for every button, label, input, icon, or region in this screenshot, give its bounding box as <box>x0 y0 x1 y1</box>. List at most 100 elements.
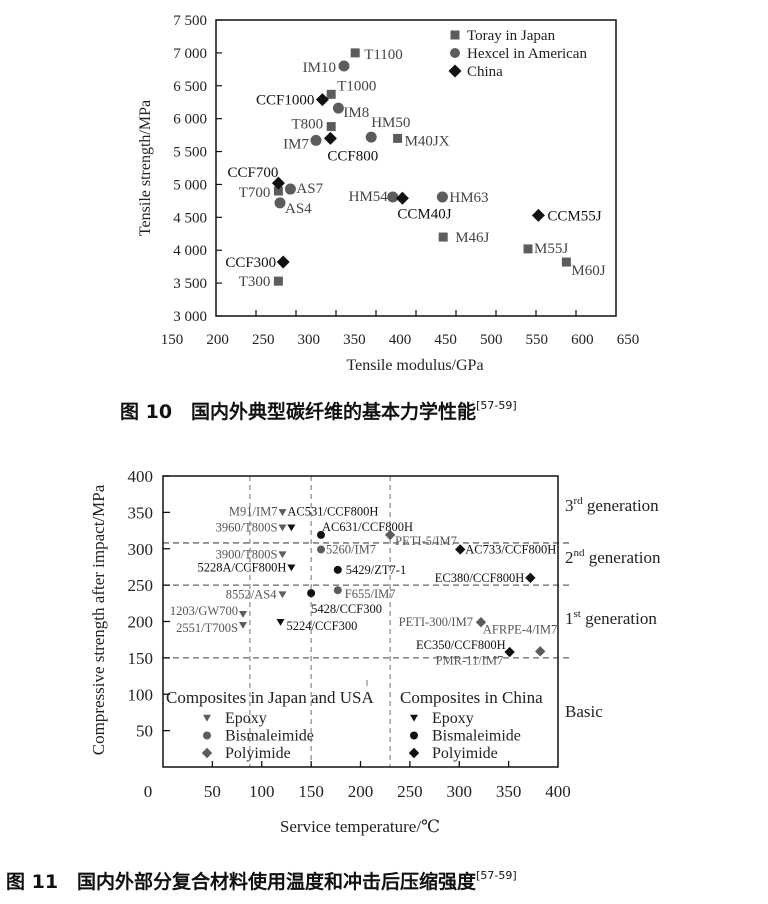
data-label: PETI-300/IM7 <box>399 615 473 629</box>
data-point-triangle-down <box>238 611 247 618</box>
data-point-square <box>273 186 283 196</box>
data-point-circle <box>333 565 342 574</box>
data-point-circle <box>317 545 325 554</box>
data-point-circle <box>274 197 286 209</box>
y-tick-label: 150 <box>128 649 154 668</box>
y-tick-label: 4 500 <box>173 210 207 226</box>
y-tick-label: 100 <box>128 685 154 704</box>
x-tick-label: 500 <box>480 332 503 348</box>
data-label: 3960/T800S <box>216 521 278 535</box>
y-tick-label: 50 <box>136 722 153 741</box>
legend-label: Bismaleimide <box>225 728 314 745</box>
data-label: T1100 <box>364 47 403 63</box>
y-tick-label: 5 000 <box>173 177 207 193</box>
data-point-square <box>523 244 533 254</box>
data-point-circle <box>436 191 448 203</box>
x-tick-label: 150 <box>298 782 324 801</box>
x-tick-label: 650 <box>617 332 640 348</box>
y-tick-label: 3 500 <box>173 276 207 292</box>
data-point-square <box>350 48 360 58</box>
data-label: PMR-11/IM7 <box>436 653 504 667</box>
legend-marker-diamond <box>448 64 462 78</box>
legend-marker-triangle-down <box>410 714 418 722</box>
x-tick-label: 150 <box>161 332 184 348</box>
data-point-square <box>561 257 571 267</box>
y-tick-label: 400 <box>128 467 154 486</box>
y-tick-label: 200 <box>128 613 154 632</box>
data-point-diamond <box>315 93 329 107</box>
y-tick-label: 350 <box>128 503 154 522</box>
data-point-circle <box>310 134 322 146</box>
x-tick-label: 300 <box>447 782 473 801</box>
x-tick-label: 0 <box>144 782 153 801</box>
data-label: T700 <box>239 185 271 201</box>
data-point-diamond <box>531 208 545 222</box>
y-tick-label: 4 000 <box>173 243 207 259</box>
data-label: HM50 <box>371 115 410 131</box>
y-axis-label: Tensile strength/MPa <box>137 100 154 236</box>
x-axis-label: Tensile modulus/GPa <box>346 357 483 374</box>
data-point-diamond <box>455 544 466 555</box>
y-tick-label: 7 500 <box>173 13 207 29</box>
data-point-triangle-down <box>238 621 247 629</box>
legend-label: Polyimide <box>225 745 291 762</box>
data-label: M55J <box>534 241 568 257</box>
chart-composite-temperature-cai: 50 100 150 200 250 300 350 400 0 50 100 150 200 250 30… <box>89 467 661 836</box>
data-label: EC350/CCF800H <box>416 638 506 652</box>
data-point-triangle-down <box>278 509 287 516</box>
legend-marker-circle <box>410 731 418 740</box>
x-tick-label: 400 <box>389 332 412 348</box>
data-point-diamond <box>535 646 546 657</box>
x-axis-label: Service temperature/℃ <box>280 817 440 836</box>
data-label: F655/IM7 <box>345 587 396 601</box>
x-tick-label: 350 <box>343 332 366 348</box>
data-point-circle <box>284 183 296 195</box>
y-axis-label: Compressive strength after impact/MPa <box>89 484 108 755</box>
data-point-diamond <box>504 646 515 658</box>
x-tick-label: 400 <box>545 782 571 801</box>
data-point-square <box>273 276 283 286</box>
figure-11-caption: 图 11 国内外部分复合材料使用温度和冲击后压缩强度[57-59] <box>6 869 517 893</box>
y-tick-label: 7 000 <box>173 46 207 62</box>
data-point-triangle-down <box>287 564 296 572</box>
legend-marker-diamond <box>201 747 213 759</box>
data-point-square <box>393 133 403 143</box>
data-label: M40JX <box>405 133 450 149</box>
legend-label: Toray in Japan <box>467 28 556 44</box>
data-label: 5228A/CCF800H <box>197 561 286 575</box>
data-label: PETI-5/IM7 <box>395 534 457 548</box>
data-point-triangle-down <box>278 551 287 559</box>
data-label: 2551/T700S <box>176 621 238 635</box>
data-point-square <box>438 232 448 242</box>
legend-label: Hexcel in American <box>467 46 587 62</box>
data-point-diamond <box>395 191 409 205</box>
legend-marker-square <box>450 30 460 40</box>
data-label: CCM40J <box>397 206 451 222</box>
chart-tensile-properties: 3 000 3 500 4 000 4 500 5 000 5 500 6 000 6 500… <box>137 13 639 374</box>
data-label: EC380/CCF800H <box>435 571 525 585</box>
data-label: AFRPE-4/IM7 <box>483 622 557 636</box>
data-label: 5260/IM7 <box>326 542 376 556</box>
data-point-circle <box>332 102 344 114</box>
data-point-triangle-down <box>278 524 287 532</box>
zone-label: 3rd generation <box>565 495 659 515</box>
data-point-circle <box>317 530 325 539</box>
legend-label: Epoxy <box>225 710 267 727</box>
legend-marker-circle <box>450 48 460 58</box>
data-label: IM8 <box>343 105 369 121</box>
data-label: T1000 <box>337 78 376 94</box>
x-tick-label: 350 <box>496 782 522 801</box>
data-label: M60J <box>571 263 605 279</box>
data-label: 8552/AS4 <box>226 588 277 602</box>
data-point-square <box>326 122 336 132</box>
data-point-circle <box>365 131 377 143</box>
legend-label: Bismaleimide <box>432 728 521 745</box>
y-tick-label: 5 500 <box>173 145 207 161</box>
x-tick-label: 200 <box>348 782 374 801</box>
data-label: CCM55J <box>547 208 601 224</box>
data-label: CCF1000 <box>256 93 314 109</box>
data-label: AC733/CCF800H <box>465 542 556 556</box>
data-point-square <box>326 89 336 99</box>
legend-label: Epoxy <box>432 710 474 727</box>
